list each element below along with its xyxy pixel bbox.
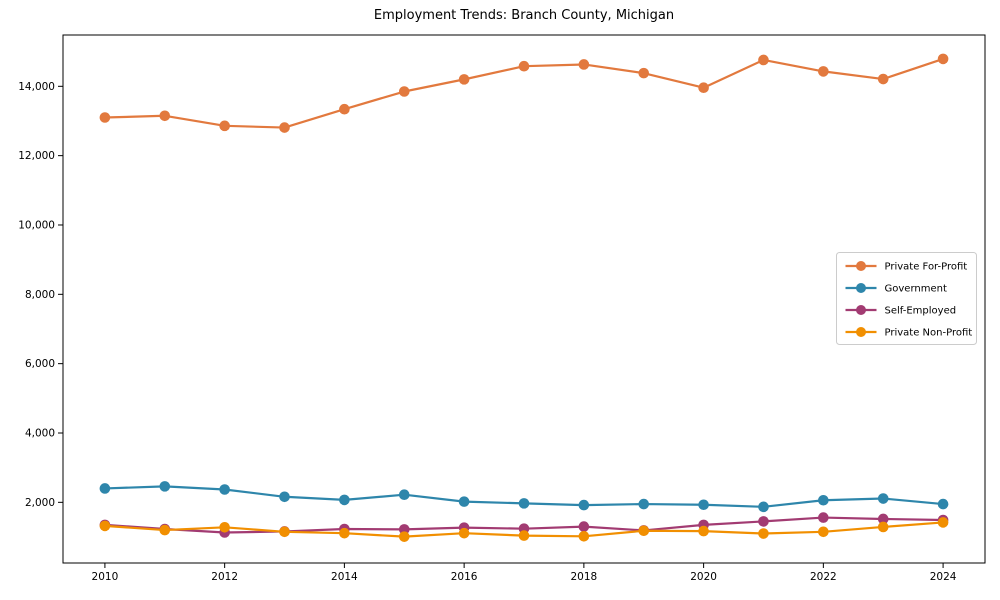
data-point — [99, 112, 111, 123]
data-point — [877, 513, 889, 525]
data-point — [339, 103, 350, 115]
y-tick-label: 6,000 — [25, 358, 55, 370]
data-point — [638, 525, 650, 537]
data-point — [758, 54, 769, 66]
data-point — [279, 491, 290, 503]
data-point — [458, 74, 470, 85]
data-point — [758, 516, 769, 527]
data-point — [219, 521, 230, 533]
data-point — [99, 520, 111, 532]
data-point — [99, 483, 111, 494]
data-point — [518, 60, 530, 72]
data-point — [937, 53, 949, 65]
y-tick-label: 2,000 — [25, 497, 55, 509]
data-point — [638, 67, 650, 79]
x-tick-label: 2012 — [211, 571, 238, 583]
data-point — [877, 73, 889, 85]
x-tick-label: 2014 — [331, 571, 358, 583]
data-point — [219, 484, 230, 495]
y-tick-label: 8,000 — [25, 289, 55, 301]
legend-label: Self-Employed — [885, 306, 957, 317]
data-point — [219, 120, 230, 132]
data-point — [818, 526, 829, 538]
data-point — [159, 524, 171, 536]
data-point — [578, 59, 590, 70]
data-point — [877, 521, 889, 533]
x-tick-label: 2010 — [92, 571, 119, 583]
plot-frame — [62, 34, 986, 564]
legend-label: Private Non-Profit — [885, 328, 973, 339]
data-point — [339, 494, 350, 506]
y-tick-label: 10,000 — [18, 219, 55, 231]
data-point — [458, 527, 470, 539]
x-tick-label: 2018 — [571, 571, 598, 583]
legend-label: Private For-Profit — [885, 262, 968, 273]
legend-label: Government — [885, 284, 947, 295]
data-point — [159, 481, 171, 492]
x-tick-label: 2016 — [451, 571, 478, 583]
x-tick-label: 2022 — [810, 571, 837, 583]
data-point — [398, 531, 410, 542]
data-point — [698, 82, 709, 93]
data-point — [698, 525, 709, 537]
data-point — [398, 86, 410, 97]
data-point — [698, 499, 709, 511]
data-point — [578, 499, 590, 511]
legend-item: Self-Employed — [845, 305, 957, 317]
legend-item: Private For-Profit — [845, 261, 968, 273]
data-point — [398, 524, 410, 535]
legend-box — [836, 252, 977, 345]
data-point — [638, 498, 650, 510]
data-point — [578, 521, 590, 532]
data-point — [877, 493, 889, 504]
y-tick-label: 14,000 — [18, 81, 55, 93]
data-point — [818, 512, 829, 523]
data-point — [758, 501, 769, 513]
legend-marker — [856, 327, 866, 337]
data-point — [818, 494, 829, 506]
legend-marker — [856, 283, 866, 293]
data-point — [279, 526, 290, 538]
data-point — [458, 496, 470, 507]
y-tick-label: 4,000 — [25, 427, 55, 439]
data-point — [937, 517, 949, 528]
legend-marker — [856, 305, 866, 315]
data-point — [818, 66, 829, 77]
legend-marker — [856, 261, 866, 271]
data-point — [518, 530, 530, 541]
chart-title: Employment Trends: Branch County, Michig… — [373, 8, 675, 23]
legend: Private For-Profit Government Self-Employe… — [836, 252, 977, 345]
legend-item: Government — [845, 283, 947, 295]
data-point — [758, 528, 769, 539]
data-point — [339, 527, 350, 539]
x-tick-label: 2024 — [930, 571, 957, 583]
data-point — [578, 531, 590, 542]
data-point — [398, 489, 410, 501]
data-point — [279, 122, 290, 133]
data-point — [159, 110, 171, 122]
x-tick-label: 2020 — [690, 571, 717, 583]
data-point — [937, 498, 949, 510]
data-point — [518, 498, 530, 509]
legend-item: Private Non-Profit — [845, 327, 973, 339]
y-tick-label: 12,000 — [18, 150, 55, 162]
